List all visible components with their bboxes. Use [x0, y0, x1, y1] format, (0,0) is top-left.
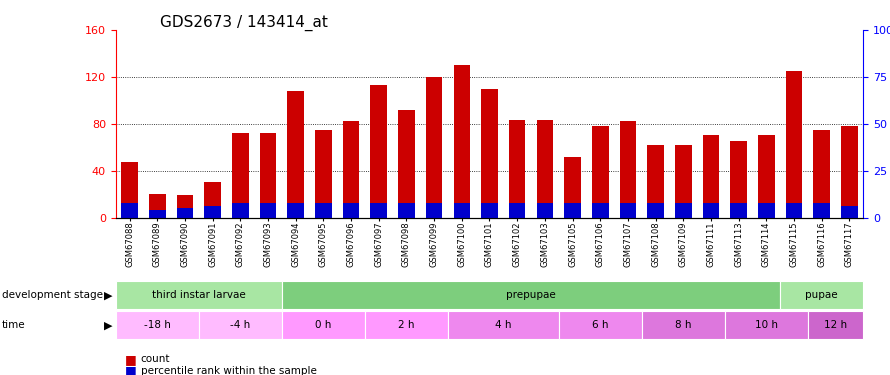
Text: pupae: pupae — [805, 290, 838, 300]
Text: 4 h: 4 h — [495, 320, 512, 330]
Bar — [731, 141, 747, 218]
Bar — [176, 208, 193, 218]
Bar — [509, 203, 525, 217]
Bar — [315, 130, 332, 218]
Bar — [509, 120, 525, 218]
Bar — [149, 210, 166, 218]
Text: count: count — [141, 354, 170, 364]
Text: 0 h: 0 h — [315, 320, 332, 330]
Bar — [841, 206, 858, 218]
Bar — [813, 203, 830, 217]
Bar — [592, 203, 609, 217]
Bar — [564, 203, 581, 217]
Bar — [176, 195, 193, 217]
Bar — [315, 203, 332, 217]
Text: 2 h: 2 h — [398, 320, 415, 330]
Bar — [287, 203, 304, 217]
Bar — [647, 203, 664, 217]
Bar — [481, 88, 498, 218]
Bar — [537, 120, 554, 218]
Bar — [121, 203, 138, 217]
Bar — [731, 203, 747, 217]
Bar — [343, 203, 360, 217]
Text: percentile rank within the sample: percentile rank within the sample — [141, 366, 317, 375]
Bar — [343, 122, 360, 218]
Text: ■: ■ — [125, 364, 136, 375]
Bar — [398, 203, 415, 217]
Bar — [619, 122, 636, 218]
Text: ▶: ▶ — [104, 320, 113, 330]
Text: development stage: development stage — [2, 290, 102, 300]
Bar — [758, 203, 774, 217]
Text: 10 h: 10 h — [755, 320, 778, 330]
Bar — [675, 203, 692, 217]
Bar — [786, 203, 803, 217]
Bar — [287, 91, 304, 218]
Bar — [205, 182, 221, 218]
Text: 6 h: 6 h — [592, 320, 609, 330]
Text: time: time — [2, 320, 26, 330]
Bar — [619, 203, 636, 217]
Bar — [370, 203, 387, 217]
Text: -4 h: -4 h — [231, 320, 250, 330]
Bar — [232, 203, 248, 217]
Text: 12 h: 12 h — [824, 320, 847, 330]
Bar — [232, 133, 248, 218]
Bar — [758, 135, 774, 218]
Bar — [454, 65, 470, 218]
Bar — [205, 206, 221, 218]
Bar — [813, 130, 830, 218]
Bar — [841, 126, 858, 218]
Text: third instar larvae: third instar larvae — [152, 290, 246, 300]
Text: GDS2673 / 143414_at: GDS2673 / 143414_at — [160, 15, 328, 31]
Bar — [454, 203, 470, 217]
Bar — [647, 145, 664, 218]
Text: prepupae: prepupae — [506, 290, 556, 300]
Bar — [537, 203, 554, 217]
Text: -18 h: -18 h — [144, 320, 171, 330]
Bar — [370, 85, 387, 218]
Bar — [675, 145, 692, 218]
Bar — [592, 126, 609, 218]
Bar — [425, 203, 442, 217]
Bar — [703, 135, 719, 218]
Bar — [121, 162, 138, 218]
Bar — [703, 203, 719, 217]
Bar — [398, 110, 415, 218]
Bar — [260, 203, 276, 217]
Bar — [260, 133, 276, 218]
Text: ▶: ▶ — [104, 290, 113, 300]
Bar — [564, 157, 581, 218]
Text: 8 h: 8 h — [676, 320, 692, 330]
Text: ■: ■ — [125, 353, 136, 366]
Bar — [149, 194, 166, 217]
Bar — [425, 77, 442, 218]
Bar — [481, 203, 498, 217]
Bar — [786, 71, 803, 217]
